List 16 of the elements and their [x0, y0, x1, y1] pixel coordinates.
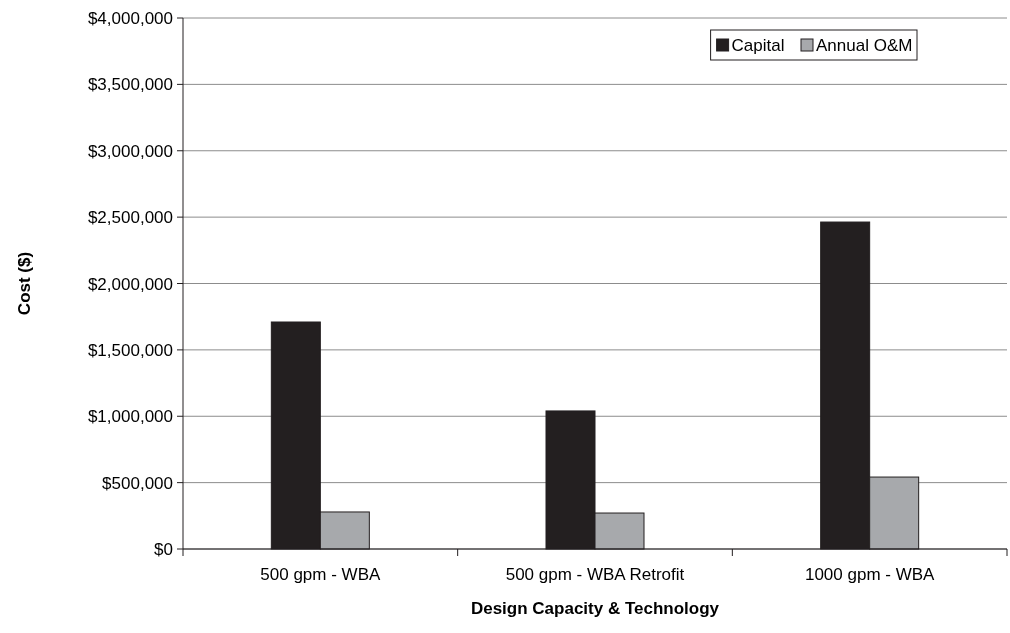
x-axis-title: Design Capacity & Technology: [470, 599, 720, 618]
x-tick-label: 1000 gpm - WBA: [804, 565, 936, 584]
y-tick-label: $4,000,000: [87, 9, 173, 28]
y-tick-label: $2,000,000: [87, 274, 173, 294]
y-tick-label: $3,000,000: [87, 141, 173, 161]
y-tick-label: $3,500,000: [87, 75, 173, 95]
y-tick-label: $1,500,000: [87, 340, 173, 360]
y-tick-label: $500,000: [102, 473, 173, 493]
y-tick-label: $1,000,000: [87, 407, 173, 427]
x-tick-label: 500 gpm - WBA: [260, 565, 381, 584]
y-tick-label: $0: [154, 540, 173, 559]
x-tick-label: 500 gpm - WBA Retrofit: [505, 565, 685, 584]
legend-label: Annual O&M: [816, 36, 913, 55]
y-tick-label: $2,500,000: [87, 208, 173, 228]
legend-label: Capital: [731, 36, 785, 55]
y-axis-title: Cost ($): [15, 251, 34, 316]
